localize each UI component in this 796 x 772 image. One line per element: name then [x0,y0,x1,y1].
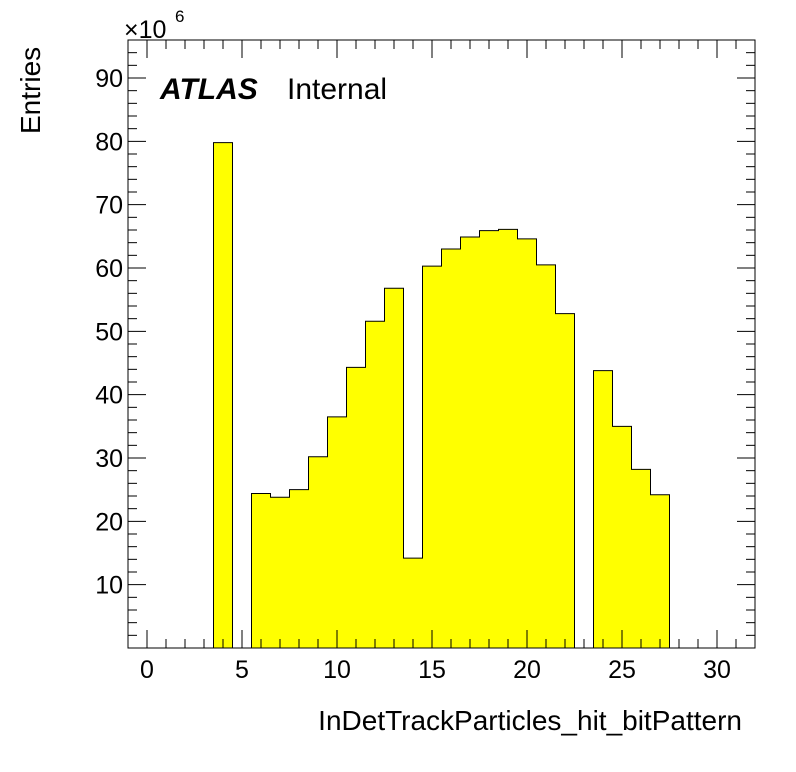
histogram-bar [631,469,651,648]
histogram-bar [213,142,233,648]
histogram-bar [365,321,385,648]
histogram-bar [517,238,537,648]
histogram-bars [137,142,746,649]
x-tick-label: 15 [418,656,446,684]
histogram-bar [251,493,271,648]
histogram-bar [650,494,670,648]
histogram-bar [593,370,613,648]
histogram-bar [403,558,423,648]
histogram-bar [422,266,442,648]
histogram-bar [384,288,404,648]
histogram-bar [536,264,556,648]
x-tick-labels: 0 5 10 15 20 25 30 [140,656,731,684]
y-tick-labels: 10 20 30 40 50 60 70 80 90 [95,65,123,600]
histogram-bar [460,236,480,648]
y-axis-title: Entries [15,47,46,134]
histogram-bar [479,230,499,648]
y-tick-label: 20 [95,508,123,536]
y-multiplier-exponent: 6 [175,7,184,26]
histogram-bar [270,497,290,648]
histogram-bar [555,313,575,648]
histogram-bar [441,249,461,648]
y-tick-label: 80 [95,128,123,156]
plot-frame [127,39,756,649]
x-tick-label: 30 [703,656,731,684]
histogram-bar [612,426,632,648]
x-tick-label: 0 [140,656,154,684]
x-tick-label: 20 [513,656,541,684]
y-tick-label: 70 [95,192,123,220]
histogram-bar [498,229,518,648]
y-multiplier-base: ×10 [124,16,166,44]
histogram-bar [327,416,347,648]
histogram-bar [289,489,309,648]
x-axis-title: InDetTrackParticles_hit_bitPattern [318,705,742,736]
y-tick-label: 10 [95,572,123,600]
y-tick-label: 90 [95,65,123,93]
histogram-outline [137,142,746,649]
y-tick-label: 50 [95,318,123,346]
atlas-status-label: Internal [287,73,387,106]
y-tick-label: 40 [95,382,123,410]
x-tick-label: 25 [608,656,636,684]
x-tick-label: 5 [235,656,249,684]
x-tick-label: 10 [323,656,351,684]
atlas-label: ATLAS [159,73,258,106]
y-tick-label: 30 [95,445,123,473]
histogram-bar [346,367,366,648]
y-tick-label: 60 [95,255,123,283]
histogram-bar [308,456,328,648]
axis-ticks [128,40,755,648]
